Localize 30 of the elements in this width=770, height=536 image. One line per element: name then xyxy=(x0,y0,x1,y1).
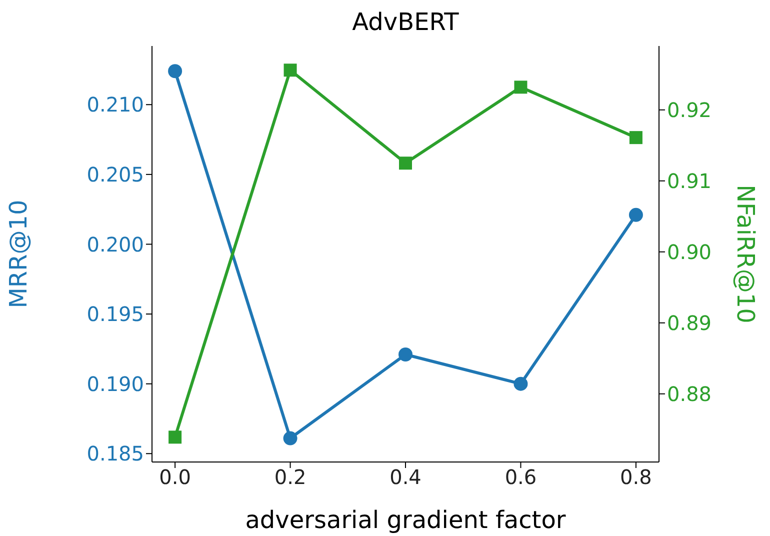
y-tick-label: 0.195 xyxy=(86,302,144,326)
x-tick-label: 0.4 xyxy=(390,465,422,490)
y2-tick-label: 0.88 xyxy=(667,382,712,406)
point xyxy=(629,131,642,144)
y-tick-label: 0.200 xyxy=(86,232,144,256)
point xyxy=(628,208,643,222)
point xyxy=(168,430,182,444)
x-tick-label: 0.0 xyxy=(159,465,191,490)
y-axis-title: MRR@10 xyxy=(4,200,33,308)
y2-tick-label: 0.92 xyxy=(667,98,712,122)
y2-tick-label: 0.89 xyxy=(667,310,712,335)
y2-axis-title: NFaiRR@10 xyxy=(731,184,760,324)
x-tick-label: 0.8 xyxy=(620,465,652,490)
point xyxy=(514,376,528,391)
point xyxy=(283,431,298,446)
point xyxy=(514,80,528,94)
point xyxy=(398,348,412,362)
point xyxy=(399,156,412,170)
y2-tick-label: 0.90 xyxy=(667,240,712,264)
y-tick-label: 0.185 xyxy=(86,442,144,466)
chart-title: AdvBERT xyxy=(351,8,460,36)
y2-tick-label: 0.91 xyxy=(667,168,712,193)
y-tick-label: 0.205 xyxy=(86,162,144,187)
y-tick-label: 0.190 xyxy=(86,372,144,396)
point xyxy=(168,64,182,78)
x-tick-label: 0.2 xyxy=(274,465,306,490)
y-tick-label: 0.210 xyxy=(86,92,144,117)
point xyxy=(284,64,297,77)
x-axis-title: adversarial gradient factor xyxy=(245,506,566,534)
x-tick-label: 0.6 xyxy=(504,465,537,490)
